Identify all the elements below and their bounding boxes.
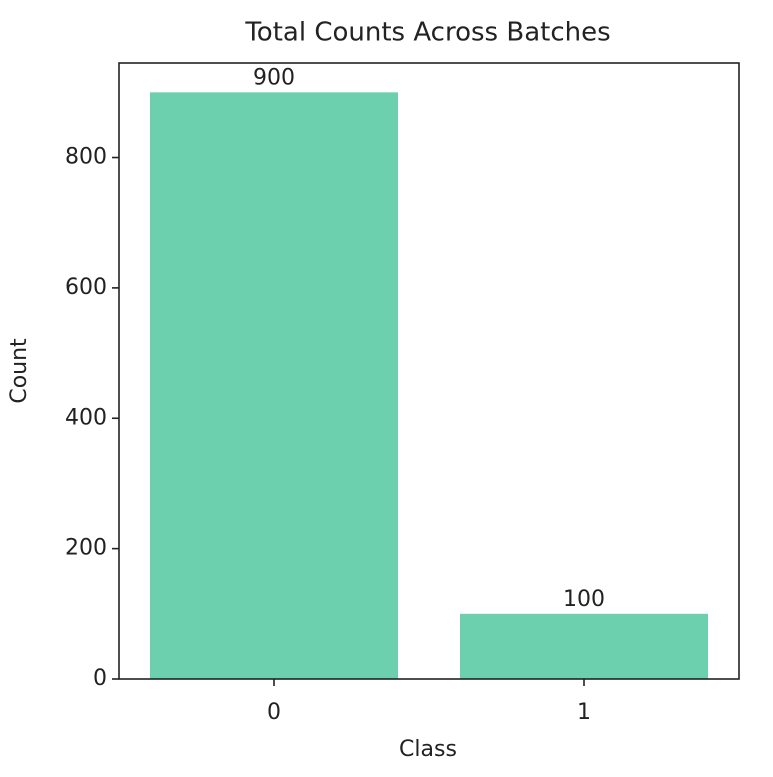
axes-frame bbox=[118, 62, 740, 680]
x-axis-label: Class bbox=[399, 737, 457, 762]
y-axis-label: Count bbox=[7, 338, 32, 404]
data-label: 900 bbox=[253, 65, 295, 90]
plot-area bbox=[150, 92, 708, 680]
bar bbox=[150, 92, 398, 680]
y-tick-label: 400 bbox=[65, 405, 107, 430]
bar bbox=[460, 613, 708, 679]
y-tick-label: 800 bbox=[65, 145, 107, 170]
x-tick-label: 1 bbox=[577, 700, 591, 725]
y-tick-label: 200 bbox=[65, 536, 107, 561]
data-label: 100 bbox=[563, 587, 605, 612]
y-tick-label: 600 bbox=[65, 275, 107, 300]
y-tick-label: 0 bbox=[93, 666, 107, 691]
x-tick-label: 0 bbox=[267, 700, 281, 725]
chart-title: Total Counts Across Batches bbox=[244, 18, 610, 48]
